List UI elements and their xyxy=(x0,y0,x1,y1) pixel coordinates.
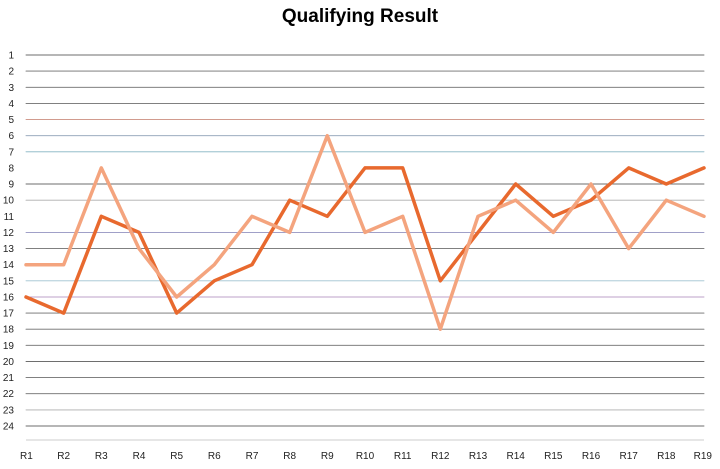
x-tick-label: R6 xyxy=(208,451,221,462)
y-tick-label: 1 xyxy=(8,51,14,62)
x-tick-label: R15 xyxy=(544,451,563,462)
y-tick-label: 17 xyxy=(3,309,15,320)
y-tick-label: 3 xyxy=(8,83,14,94)
x-tick-label: R19 xyxy=(694,451,713,462)
x-tick-label: R2 xyxy=(57,451,70,462)
x-tick-label: R11 xyxy=(394,451,412,462)
y-tick-label: 7 xyxy=(8,147,14,158)
highlight-series-line xyxy=(24,166,706,315)
x-tick-label: R1 xyxy=(20,451,33,462)
y-tick-label: 9 xyxy=(8,180,14,191)
x-tick-label: R10 xyxy=(356,451,375,462)
y-tick-label: 21 xyxy=(3,373,15,384)
x-tick-labels: R1 R2 R3 R4 R5 R6 R7 R8 R9 R10 R11 R12 R13 R14 R15 R16 R… xyxy=(20,451,712,462)
y-tick-label: 23 xyxy=(3,405,15,416)
y-tick-label: 4 xyxy=(8,99,14,110)
x-tick-label: R7 xyxy=(246,451,259,462)
x-tick-label: R4 xyxy=(133,451,146,462)
y-tick-label: 20 xyxy=(3,357,15,368)
y-tick-label: 24 xyxy=(3,422,15,433)
y-tick-label: 5 xyxy=(8,115,14,126)
x-tick-label: R5 xyxy=(170,451,183,462)
highlight-lines xyxy=(24,133,706,331)
y-tick-label: 10 xyxy=(3,196,15,207)
x-tick-label: R3 xyxy=(95,451,108,462)
highlight-series-line xyxy=(24,133,706,331)
x-tick-label: R13 xyxy=(469,451,488,462)
x-tick-label: R9 xyxy=(321,451,334,462)
series-lines xyxy=(25,54,705,427)
y-tick-label: 12 xyxy=(3,228,15,239)
y-tick-label: 2 xyxy=(8,67,14,78)
chart-title: Qualifying Result xyxy=(281,6,439,27)
y-tick-label: 8 xyxy=(8,163,14,174)
x-tick-label: R14 xyxy=(506,451,525,462)
y-tick-label: 14 xyxy=(3,260,15,271)
y-tick-label: 6 xyxy=(8,131,14,142)
x-tick-label: R8 xyxy=(283,451,296,462)
y-tick-label: 15 xyxy=(3,276,15,287)
y-tick-label: 22 xyxy=(3,389,15,400)
x-tick-label: R16 xyxy=(582,451,601,462)
y-tick-label: 11 xyxy=(4,212,15,223)
y-tick-label: 18 xyxy=(3,325,15,336)
y-tick-label: 16 xyxy=(3,292,15,303)
y-tick-label: 13 xyxy=(3,244,15,255)
x-tick-label: R18 xyxy=(657,451,676,462)
y-tick-label: 19 xyxy=(3,341,15,352)
x-tick-label: R12 xyxy=(431,451,450,462)
x-tick-label: R17 xyxy=(619,451,638,462)
